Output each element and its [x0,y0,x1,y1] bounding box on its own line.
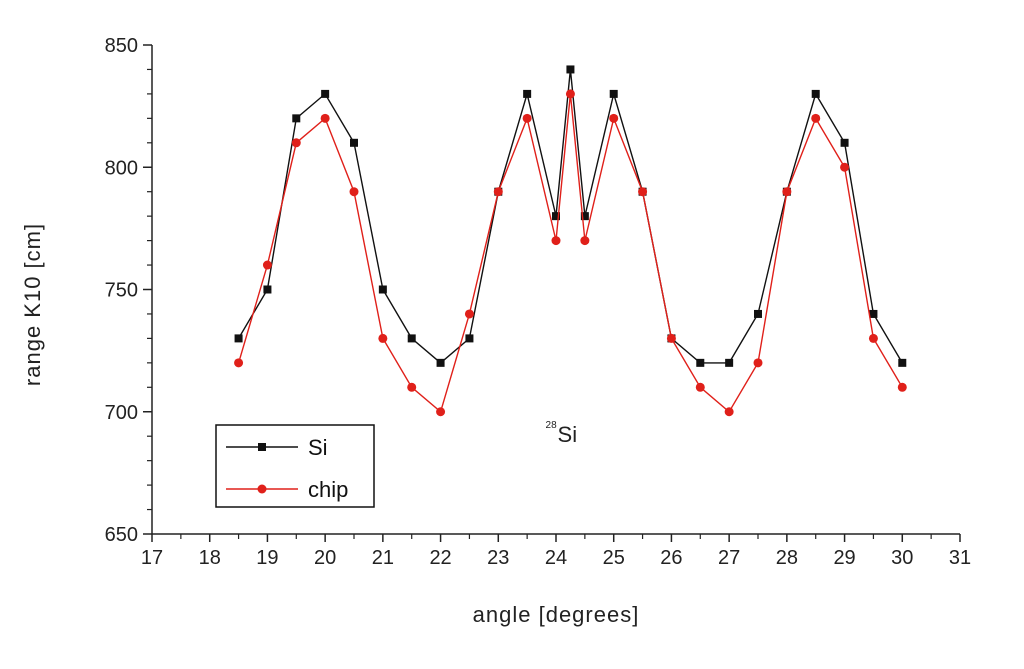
data-point-chip [262,260,272,270]
data-point-Si [234,334,243,343]
x-tick-label: 21 [372,547,394,569]
y-tick-label: 750 [105,280,138,302]
data-point-Si [898,358,907,367]
data-point-chip [753,358,763,368]
data-point-chip [407,382,417,392]
series-line-chip [237,93,903,414]
data-point-chip [666,333,676,343]
x-tick-label: 30 [891,547,913,569]
data-point-chip [897,382,907,392]
y-tick-label: 800 [105,157,138,179]
series-layer [234,65,907,417]
legend-marker-Si [258,443,266,451]
data-point-Si [869,309,878,318]
x-axis-label: angle [degrees] [473,602,640,627]
legend-box [215,424,375,508]
data-point-Si [321,89,330,98]
y-tick-label: 700 [105,402,138,424]
data-point-chip [811,113,821,123]
data-point-chip [349,187,359,197]
series-chip [234,89,907,417]
y-tick-label: 850 [105,35,138,57]
x-tick-label: 24 [545,547,567,569]
data-point-chip [436,407,446,417]
x-tick-label: 26 [660,547,682,569]
data-point-Si [580,212,589,221]
x-tick-label: 29 [833,547,855,569]
data-point-chip [464,309,474,319]
data-point-Si [811,89,820,98]
data-point-chip [840,162,850,172]
annotation-label: Si [558,422,578,447]
legend-label-chip: chip [308,477,348,502]
data-point-chip [580,236,590,246]
data-point-Si [754,309,762,318]
data-point-Si [436,358,445,367]
data-point-chip [782,187,792,197]
data-point-chip [695,382,705,392]
data-point-Si [350,138,358,147]
data-point-chip [638,187,648,197]
data-point-chip [565,89,575,99]
data-point-chip [522,113,532,123]
x-tick-label: 22 [429,547,451,569]
data-point-chip [493,187,503,197]
data-point-Si [465,334,474,343]
data-point-chip [291,138,301,148]
x-tick-label: 18 [199,547,221,569]
series-line-Si [237,69,903,364]
y-tick-label: 650 [105,524,138,546]
data-point-Si [292,114,301,123]
x-tick-label: 27 [718,547,740,569]
data-point-chip [551,236,561,246]
x-tick-label: 31 [949,547,971,569]
data-point-Si [523,89,532,98]
data-point-Si [609,89,618,98]
data-point-chip [234,358,244,368]
x-tick-label: 25 [603,547,625,569]
annotation-superscript: 28 [546,420,558,431]
data-point-Si [696,358,705,367]
series-Si [234,65,907,367]
data-point-Si [725,358,734,367]
legend-label-Si: Si [308,435,328,460]
data-point-Si [552,212,560,221]
y-axis-label: range K10 [cm] [20,223,45,386]
x-tick-label: 23 [487,547,509,569]
legend: Si chip [215,424,375,508]
data-point-Si [840,138,849,147]
axes: 17 18 19 20 21 22 23 24 25 26 27 28 29 30 31 650 700 750 8… [105,35,972,569]
data-point-chip [609,113,619,123]
data-point-Si [263,285,272,294]
data-point-chip [378,333,388,343]
data-point-Si [378,285,387,294]
x-tick-label: 19 [256,547,278,569]
data-point-Si [407,334,416,343]
x-tick-label: 20 [314,547,336,569]
data-point-Si [566,65,575,74]
data-point-chip [868,333,878,343]
data-point-chip [724,407,734,417]
data-point-chip [320,113,330,123]
x-tick-label: 28 [776,547,798,569]
x-tick-label: 17 [141,547,163,569]
legend-marker-chip [257,484,267,494]
